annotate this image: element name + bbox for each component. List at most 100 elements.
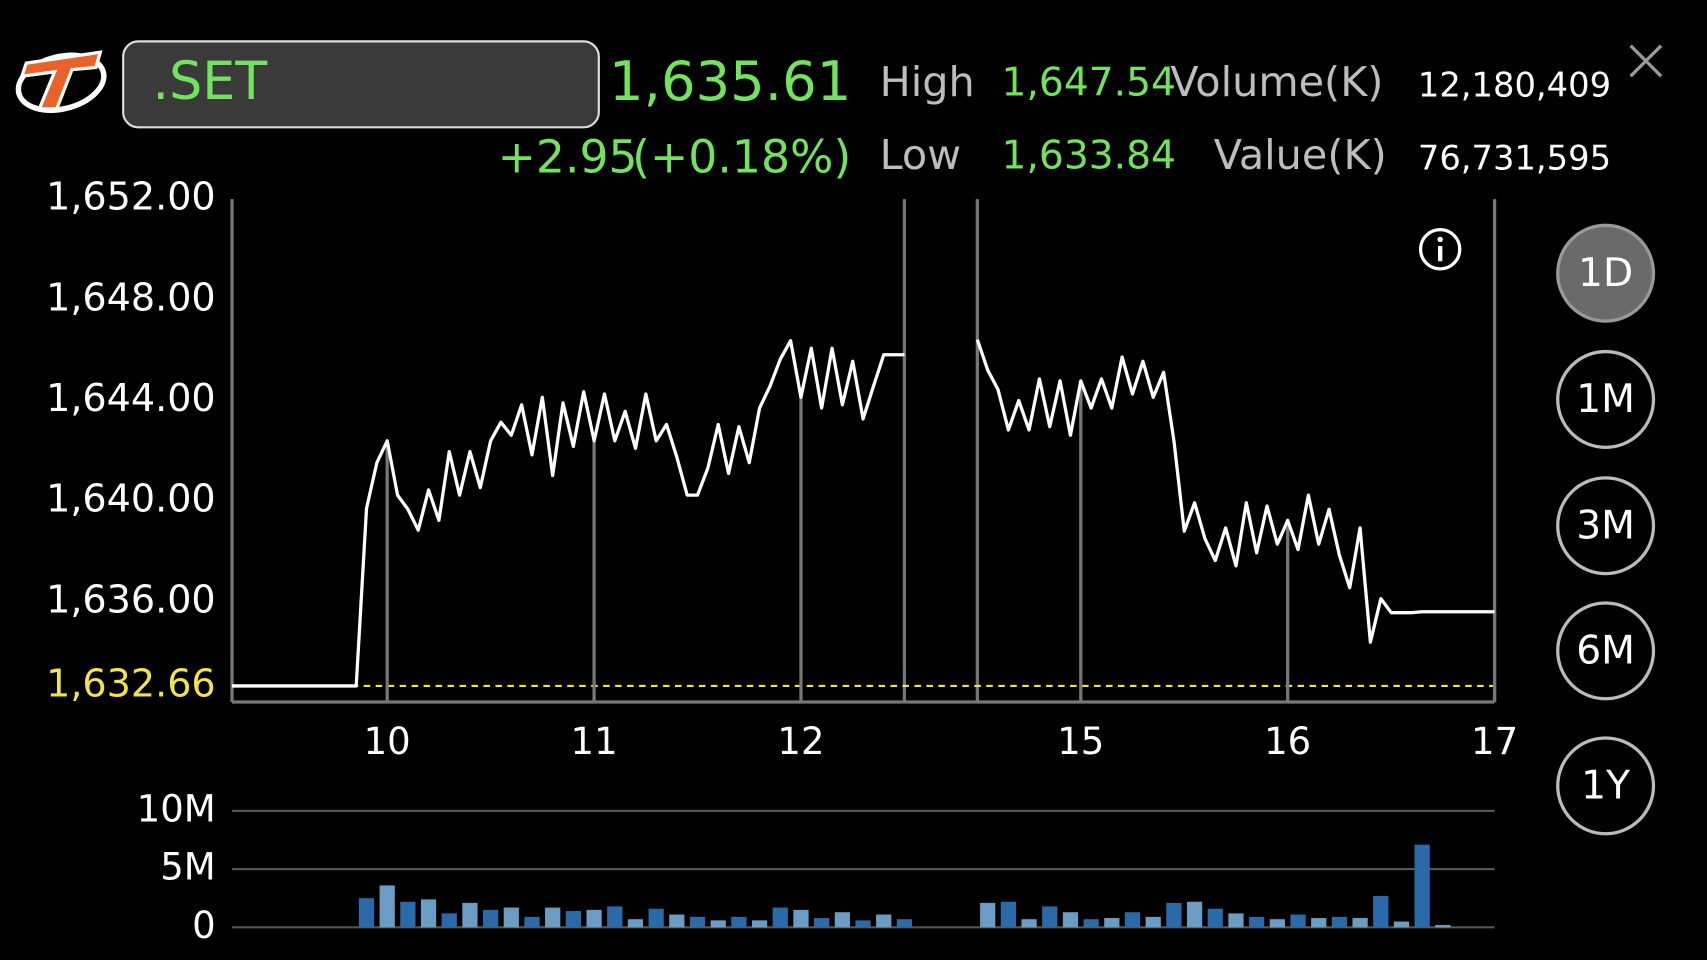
volume-bar: [669, 914, 685, 928]
logo: [15, 50, 107, 113]
volume-bar: [772, 907, 788, 928]
high-label: High: [880, 58, 975, 106]
volume-bar: [876, 914, 892, 928]
volume-bar: [1290, 914, 1306, 928]
volume-label: Volume(K): [1170, 58, 1383, 106]
x-tick-label: 17: [1471, 720, 1518, 763]
volume-bar: [1207, 908, 1223, 928]
y-tick-label: 1,636.00: [46, 577, 216, 621]
volume-bar: [1083, 919, 1099, 928]
volume-bar: [462, 902, 478, 928]
y-tick-label: 10M: [137, 787, 216, 830]
volume-value: 12,180,409: [1418, 66, 1611, 105]
volume-bar: [1311, 918, 1327, 928]
volume-bar: [1331, 916, 1348, 928]
volume-bar: [565, 911, 582, 928]
volume-bar: [1352, 918, 1368, 928]
volume-bar: [1269, 919, 1285, 928]
volume-bar: [441, 913, 457, 928]
volume-bar: [1042, 906, 1058, 928]
charts: 1,632.66 1,636.00 1,640.00 1,644.00 1,648.00…: [46, 175, 1518, 947]
range-button-label: 1Y: [1581, 764, 1630, 809]
range-button-label: 1M: [1576, 377, 1635, 422]
y-tick-label: 1,652.00: [46, 175, 216, 219]
volume-bar: [751, 920, 768, 928]
volume-bar: [793, 909, 809, 928]
volume-bar: [710, 920, 726, 928]
range-button[interactable]: 1D: [1556, 223, 1656, 323]
y-tick-label: 5M: [160, 846, 215, 889]
y-tick-label: 0: [192, 904, 216, 947]
low-value: 1,633.84: [1002, 133, 1176, 178]
volume-bar: [379, 885, 395, 928]
last-price: 1,635.61: [609, 49, 851, 113]
volume-bar: [1186, 901, 1203, 928]
volume-bar: [896, 919, 913, 928]
change-pct: (+0.18%): [632, 131, 851, 184]
symbol-box[interactable]: [122, 40, 600, 129]
volume-bar: [1021, 919, 1037, 928]
range-button[interactable]: 1Y: [1556, 736, 1656, 836]
x-tick-label: 15: [1057, 720, 1104, 763]
value-value: 76,731,595: [1418, 139, 1611, 178]
volume-bar: [1124, 912, 1141, 928]
info-icon[interactable]: [1418, 228, 1462, 271]
range-button[interactable]: 6M: [1556, 601, 1656, 701]
x-tick-label: 12: [777, 720, 824, 763]
volume-bar: [1166, 902, 1182, 928]
volume-bar: [1228, 913, 1244, 928]
volume-bar: [648, 908, 664, 928]
volume-bar: [689, 916, 706, 928]
volume-bar: [400, 901, 416, 928]
volume-bar: [503, 907, 519, 928]
volume-bar: [1435, 925, 1451, 928]
x-tick-label: 16: [1264, 720, 1311, 763]
volume-bar: [420, 899, 437, 928]
range-button-circle: [1556, 736, 1656, 836]
y-tick-label: 1,632.66: [46, 661, 216, 705]
range-button-circle: [1556, 601, 1656, 701]
volume-bar: [1062, 912, 1079, 928]
volume-bar: [1000, 901, 1016, 928]
value-label: Value(K): [1214, 131, 1387, 179]
volume-bar: [731, 916, 747, 928]
volume-bar: [586, 909, 602, 928]
change: +2.95: [498, 131, 638, 184]
y-tick-label: 1,640.00: [46, 477, 216, 521]
close-button[interactable]: [1629, 44, 1663, 78]
volume-bar: [814, 918, 830, 928]
high-value: 1,647.54: [1002, 60, 1176, 105]
volume-bar: [627, 919, 644, 928]
range-button-label: 1D: [1578, 251, 1633, 296]
volume-bar: [358, 898, 375, 928]
range-button-circle: [1556, 476, 1656, 576]
volume-bar: [1145, 916, 1161, 928]
range-button[interactable]: 1M: [1556, 349, 1656, 449]
volume-bar: [1373, 895, 1389, 928]
range-button-circle: [1556, 223, 1656, 323]
volume-bar: [607, 906, 623, 928]
volume-bar: [834, 912, 850, 928]
symbol: .SET: [153, 52, 269, 112]
range-button[interactable]: 3M: [1556, 476, 1656, 576]
volume-bar: [1249, 916, 1265, 928]
x-tick-label: 11: [571, 720, 618, 763]
volume-bar: [855, 920, 871, 928]
y-tick-label: 1,644.00: [46, 376, 216, 420]
y-tick-label: 1,648.00: [46, 275, 216, 319]
x-tick-label: 10: [364, 720, 411, 763]
range-button-label: 6M: [1576, 629, 1635, 674]
volume-bar: [980, 902, 996, 928]
range-button-circle: [1556, 349, 1656, 449]
volume-bar: [545, 907, 561, 928]
volume-bar: [1104, 918, 1120, 928]
volume-bar: [524, 916, 540, 928]
range-button-label: 3M: [1576, 503, 1635, 548]
volume-bar: [483, 909, 499, 928]
price-line: [232, 339, 1495, 688]
low-label: Low: [880, 131, 961, 179]
volume-bar: [1393, 921, 1410, 928]
